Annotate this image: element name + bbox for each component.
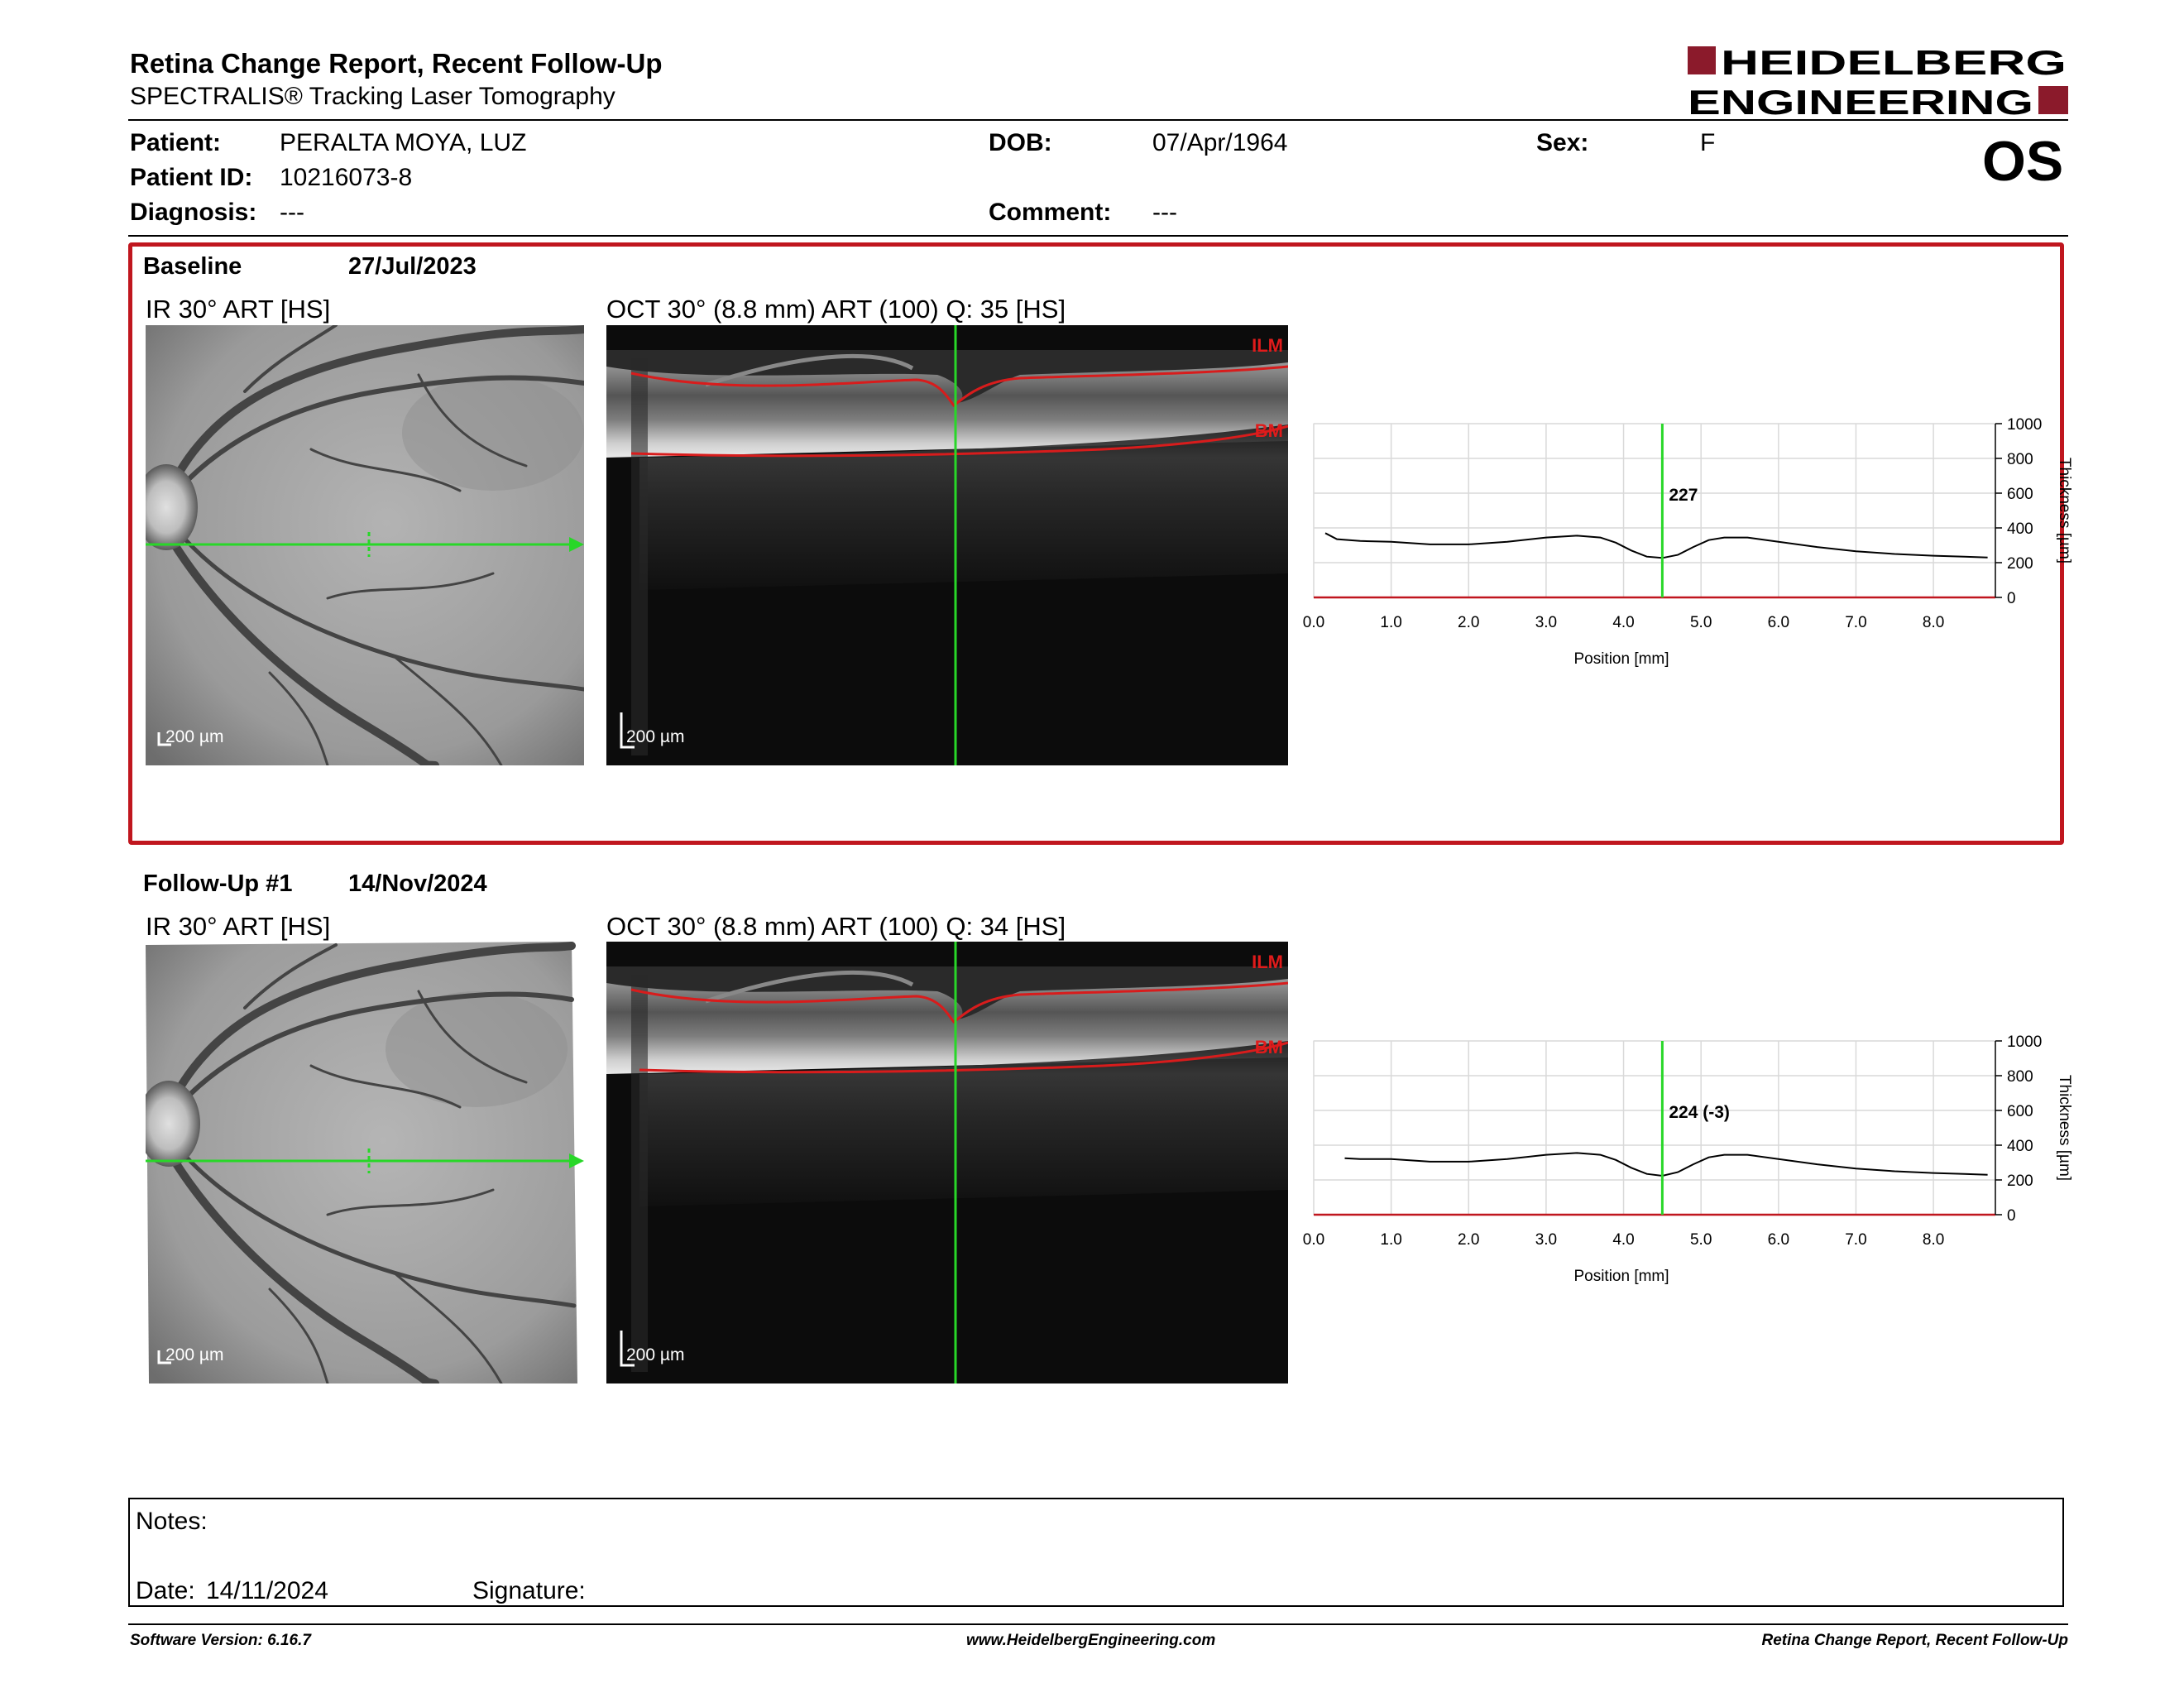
chart-x-tick-label: 5.0: [1690, 1231, 1712, 1249]
chart-plot-area: [1313, 423, 1996, 598]
chart-x-tick-label: 2.0: [1458, 614, 1479, 631]
sex-value: F: [1700, 129, 1716, 156]
chart-y-tick-label: 600: [2007, 486, 2033, 503]
notes-label: Notes:: [136, 1508, 208, 1535]
chart-y-tick-label: 200: [2007, 1172, 2033, 1190]
chart-x-tick-label: 4.0: [1612, 1231, 1634, 1249]
chart-x-tick-label: 0.0: [1303, 614, 1324, 631]
header-rule: [128, 119, 2068, 121]
patient-name: PERALTA MOYA, LUZ: [280, 129, 527, 156]
chart-y-tick-label: 800: [2007, 451, 2033, 468]
footer-rule: [128, 1623, 2068, 1625]
baseline-thickness-chart: 0.0 1.0 2.0 3.0 4.0 5.0 6.0 7.0 8.0 0 200 400 600 800…: [1303, 416, 2073, 668]
chart-thickness-series-line: [1324, 532, 1988, 559]
chart-y-axis-label: Thickness [µm]: [2056, 458, 2073, 563]
chart-cursor-value-label: 224 (-3): [1669, 1103, 1730, 1122]
sex-label: Sex:: [1536, 129, 1589, 156]
chart-x-tick-label: 3.0: [1535, 1231, 1557, 1249]
followup-oct-scale-bar: 200 µm: [626, 1345, 685, 1364]
followup-date: 14/Nov/2024: [348, 870, 487, 897]
chart-x-tick-label: 1.0: [1380, 1231, 1401, 1249]
chart-y-tick-label: 200: [2007, 555, 2033, 573]
chart-x-tick-label: 1.0: [1380, 614, 1401, 631]
heidelberg-logo: HEIDELBERG ENGINEERING: [1688, 43, 2068, 122]
baseline-section-border: [128, 242, 2064, 845]
chart-y-tick-label: 800: [2007, 1068, 2033, 1086]
chart-x-axis-label: Position [mm]: [1573, 1268, 1669, 1285]
chart-x-tick-label: 3.0: [1535, 614, 1557, 631]
chart-x-tick-label: 8.0: [1923, 614, 1944, 631]
patient-id-label: Patient ID:: [130, 164, 253, 191]
followup-label: Follow-Up #1: [143, 870, 293, 897]
baseline-oct-bscan-image: ILM BM 200 µm: [606, 325, 1288, 765]
diagnosis-label: Diagnosis:: [130, 199, 257, 226]
chart-x-tick-label: 6.0: [1768, 1231, 1789, 1249]
report-subtitle: SPECTRALIS® Tracking Laser Tomography: [130, 83, 615, 110]
eye-laterality: OS: [1982, 130, 2064, 193]
baseline-date: 27/Jul/2023: [348, 253, 477, 280]
followup-thickness-chart: 0.0 1.0 2.0 3.0 4.0 5.0 6.0 7.0 8.0 0 200 400 600 800…: [1303, 1033, 2073, 1285]
notes-box: [128, 1498, 2064, 1607]
footer-software-version: Software Version: 6.16.7: [130, 1632, 311, 1649]
chart-x-tick-label: 6.0: [1768, 614, 1789, 631]
baseline-ilm-label: ILM: [1252, 335, 1283, 356]
chart-x-tick-label: 8.0: [1923, 1231, 1944, 1249]
chart-x-tick-label: 7.0: [1845, 1231, 1866, 1249]
baseline-ir-scale-bar: 200 µm: [165, 727, 224, 746]
followup-oct-label: OCT 30° (8.8 mm) ART (100) Q: 34 [HS]: [606, 912, 1066, 941]
chart-y-tick-label: 0: [2007, 590, 2016, 607]
chart-x-axis-label: Position [mm]: [1573, 650, 1669, 668]
chart-x-tick-label: 2.0: [1458, 1231, 1479, 1249]
chart-x-tick-label: 4.0: [1612, 614, 1634, 631]
notes-signature-label: Signature:: [472, 1577, 586, 1604]
patient-name-label: Patient:: [130, 129, 222, 156]
footer-report-name: Retina Change Report, Recent Follow-Up: [1761, 1632, 2068, 1649]
chart-cursor-value-label: 227: [1669, 486, 1698, 505]
chart-y-tick-label: 400: [2007, 520, 2033, 538]
chart-y-tick-label: 400: [2007, 1138, 2033, 1155]
comment-value: ---: [1152, 199, 1177, 226]
chart-x-tick-label: 0.0: [1303, 1231, 1324, 1249]
chart-y-tick-label: 1000: [2007, 1033, 2042, 1051]
followup-oct-bscan-image: ILM BM 200 µm: [606, 942, 1288, 1383]
baseline-ir-fundus-image: 200 µm: [146, 325, 584, 765]
followup-ir-label: IR 30° ART [HS]: [146, 912, 331, 941]
report-title: Retina Change Report, Recent Follow-Up: [130, 48, 663, 79]
followup-bm-label: BM: [1255, 1037, 1283, 1057]
dob-value: 07/Apr/1964: [1152, 129, 1288, 156]
comment-label: Comment:: [989, 199, 1112, 226]
diagnosis-value: ---: [280, 199, 304, 226]
chart-y-tick-label: 0: [2007, 1207, 2016, 1225]
chart-y-tick-label: 600: [2007, 1103, 2033, 1120]
patient-rule: [128, 235, 2068, 237]
dob-label: DOB:: [989, 129, 1052, 156]
chart-plot-area: [1313, 1040, 1996, 1216]
patient-id: 10216073-8: [280, 164, 413, 191]
logo-line2: ENGINEERING: [1688, 83, 2033, 116]
chart-y-axis-label: Thickness [µm]: [2056, 1075, 2073, 1181]
chart-y-tick-label: 1000: [2007, 416, 2042, 434]
logo-line1: HEIDELBERG: [1721, 43, 2067, 82]
followup-ir-scale-bar: 200 µm: [165, 1345, 224, 1364]
followup-ilm-label: ILM: [1252, 952, 1283, 972]
followup-ir-fundus-image: 200 µm: [146, 942, 584, 1383]
footer-website[interactable]: www.HeidelbergEngineering.com: [966, 1632, 1216, 1649]
notes-date-value: 14/11/2024: [206, 1577, 328, 1604]
chart-x-tick-label: 7.0: [1845, 614, 1866, 631]
chart-x-tick-label: 5.0: [1690, 614, 1712, 631]
baseline-ir-label: IR 30° ART [HS]: [146, 295, 331, 324]
baseline-oct-scale-bar: 200 µm: [626, 727, 685, 746]
notes-date-label: Date:: [136, 1577, 195, 1604]
baseline-label: Baseline: [143, 253, 242, 280]
baseline-oct-label: OCT 30° (8.8 mm) ART (100) Q: 35 [HS]: [606, 295, 1066, 324]
baseline-bm-label: BM: [1255, 420, 1283, 441]
